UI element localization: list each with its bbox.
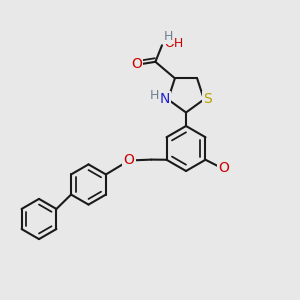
Text: O: O bbox=[124, 154, 134, 167]
Text: S: S bbox=[203, 92, 212, 106]
Text: O: O bbox=[218, 161, 229, 175]
Text: H: H bbox=[163, 30, 173, 44]
Text: N: N bbox=[160, 92, 170, 106]
Text: H: H bbox=[150, 89, 159, 102]
Text: OH: OH bbox=[164, 37, 184, 50]
Text: O: O bbox=[131, 57, 142, 71]
